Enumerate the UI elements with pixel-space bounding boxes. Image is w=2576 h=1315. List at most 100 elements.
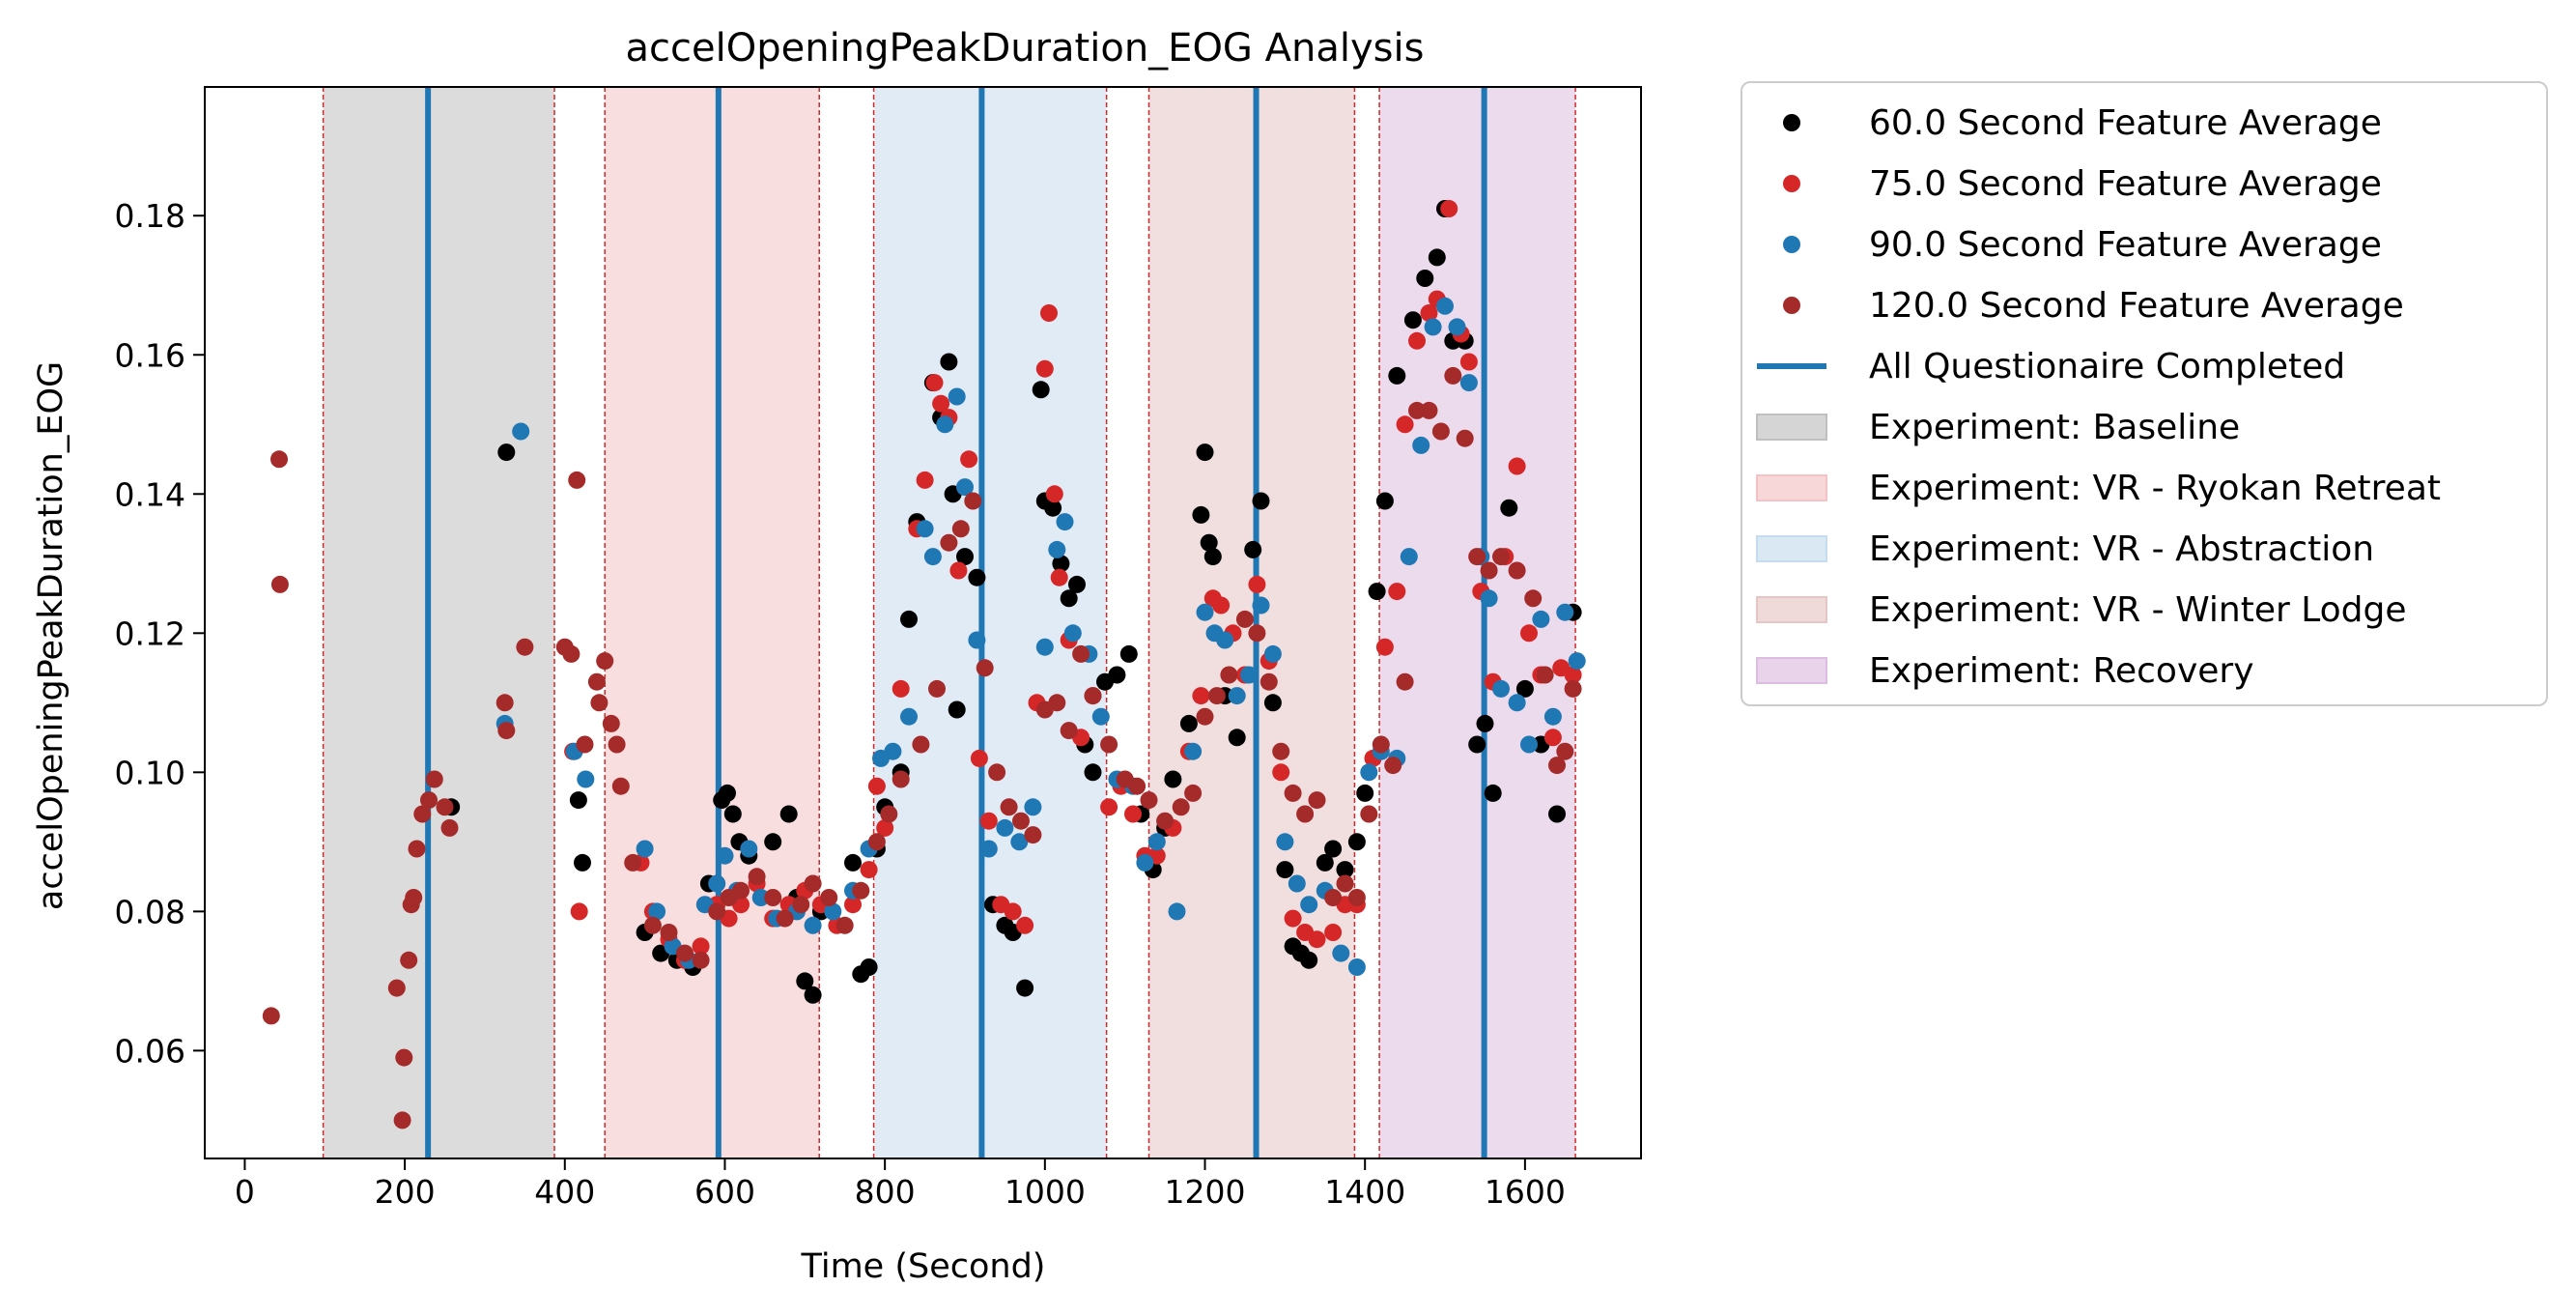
data-point [751,889,770,906]
data-point [764,833,782,851]
data-point [916,471,934,489]
data-point [1016,916,1034,934]
data-point [1263,644,1282,663]
data-point [1252,596,1270,615]
series-4 [262,366,1582,1129]
data-point [1272,763,1290,782]
data-point [1515,679,1534,698]
data-point [1388,366,1406,385]
data-points [262,200,1586,1129]
data-point [835,916,854,934]
data-point [1284,784,1302,802]
y-tick-label: 0.06 [115,1032,185,1070]
data-point [892,679,910,698]
data-point [1372,735,1390,754]
data-point [852,881,870,900]
data-point [1276,833,1294,851]
legend-patch [1756,414,1827,441]
data-point [1207,687,1226,705]
data-point [716,846,734,865]
legend-label: Experiment: VR - Abstraction [1869,529,2374,569]
data-point [804,916,822,934]
data-point [1360,763,1378,782]
data-point [1308,930,1326,949]
data-point [497,722,516,740]
data-point [1448,318,1466,336]
data-point [1048,540,1066,558]
data-point [636,840,654,858]
data-point [1156,812,1175,830]
data-point [1424,318,1442,336]
legend-label: Experiment: VR - Winter Lodge [1869,590,2407,630]
data-point [1060,589,1078,608]
data-point [912,735,930,754]
y-axis-label: accelOpeningPeakDuration_EOG [32,361,71,910]
data-point [413,805,432,823]
data-point [393,1111,411,1129]
data-point [1548,757,1566,775]
legend-marker [1783,175,1800,192]
legend-label: 75.0 Second Feature Average [1869,164,2382,204]
data-point [880,805,898,823]
data-point [676,944,694,962]
experiment-boundaries [322,87,1576,1158]
data-point [425,770,443,788]
data-point [1240,666,1259,684]
data-point [1368,583,1386,601]
data-point [1010,833,1029,851]
data-point [1276,861,1294,879]
data-point [270,450,288,469]
experiment-span [605,87,820,1158]
legend: 60.0 Second Feature Average 75.0 Second F… [1741,81,2548,706]
data-point [1476,714,1494,732]
data-point [1124,805,1142,823]
data-point [1184,784,1203,802]
data-point [1480,561,1498,580]
data-point [1548,805,1566,823]
data-point [1248,575,1266,593]
x-tick-label: 0 [235,1173,255,1211]
data-point [1050,568,1068,586]
experiment-span [323,87,555,1158]
data-point [970,749,988,767]
data-point [949,561,968,580]
legend-items: 60.0 Second Feature Average 75.0 Second F… [1756,103,2441,691]
legend-patch [1756,535,1827,562]
data-point [1316,853,1334,872]
data-point [1147,833,1166,851]
data-point [1068,575,1086,593]
legend-label: Experiment: VR - Ryokan Retreat [1869,469,2441,508]
legend-patch [1756,474,1827,501]
data-point [1260,672,1278,691]
data-point [792,896,810,914]
data-point [748,868,766,886]
data-point [1403,311,1422,329]
data-point [1360,805,1378,823]
data-point [964,492,982,510]
data-point [576,735,594,754]
data-point [1263,694,1282,712]
data-point [723,805,742,823]
data-point [876,818,894,837]
data-point [1212,596,1231,615]
data-point [900,707,918,726]
data-point [1436,297,1454,315]
data-point [1288,874,1306,893]
data-point [1440,200,1458,217]
data-point [574,853,591,872]
data-point [1252,492,1270,510]
data-point [1400,548,1418,566]
data-point [262,1007,280,1025]
data-point [1228,729,1246,747]
data-point [844,853,862,872]
data-point [495,694,514,712]
x-axis-ticks: 0 200 400 600 800 1000 1200 1400 1600 [235,1158,1566,1211]
data-point [732,881,750,900]
data-point [1408,331,1426,350]
data-point [764,889,782,906]
data-point [1408,401,1426,419]
data-point [1248,624,1266,643]
x-axis-label: Time (Second) [801,1247,1046,1286]
y-tick-label: 0.08 [115,893,185,930]
data-point [1100,798,1118,816]
